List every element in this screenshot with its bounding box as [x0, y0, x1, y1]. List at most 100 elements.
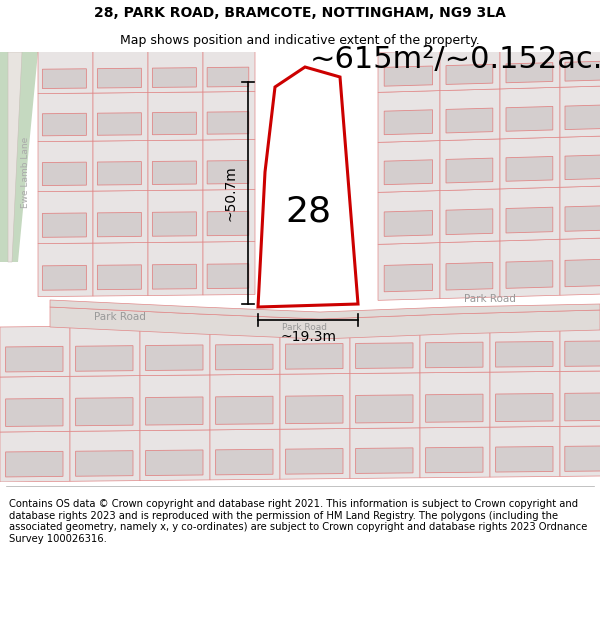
Polygon shape — [560, 238, 600, 295]
Text: Contains OS data © Crown copyright and database right 2021. This information is : Contains OS data © Crown copyright and d… — [9, 499, 587, 544]
Polygon shape — [207, 67, 249, 87]
Polygon shape — [350, 372, 420, 429]
Polygon shape — [440, 139, 500, 191]
Polygon shape — [280, 324, 350, 374]
Polygon shape — [152, 161, 196, 184]
Polygon shape — [350, 322, 420, 374]
Polygon shape — [38, 93, 93, 142]
Polygon shape — [146, 345, 203, 371]
Polygon shape — [70, 326, 140, 376]
Polygon shape — [378, 242, 440, 301]
Polygon shape — [500, 239, 560, 297]
Polygon shape — [565, 446, 600, 471]
Polygon shape — [70, 376, 140, 431]
Polygon shape — [43, 266, 86, 290]
Polygon shape — [203, 139, 255, 190]
Polygon shape — [384, 211, 433, 236]
Polygon shape — [560, 371, 600, 426]
Polygon shape — [146, 397, 203, 425]
Polygon shape — [420, 372, 490, 428]
Polygon shape — [565, 61, 600, 81]
Polygon shape — [446, 64, 493, 84]
Polygon shape — [50, 307, 600, 339]
Polygon shape — [207, 112, 249, 134]
Polygon shape — [258, 67, 358, 307]
Polygon shape — [506, 106, 553, 131]
Text: Map shows position and indicative extent of the property.: Map shows position and indicative extent… — [120, 34, 480, 47]
Polygon shape — [356, 343, 413, 369]
Polygon shape — [93, 141, 148, 191]
Polygon shape — [210, 374, 280, 430]
Polygon shape — [152, 112, 196, 135]
Polygon shape — [440, 89, 500, 141]
Polygon shape — [356, 395, 413, 423]
Polygon shape — [420, 322, 490, 372]
Polygon shape — [97, 162, 142, 185]
Polygon shape — [446, 262, 493, 290]
Polygon shape — [560, 136, 600, 188]
Polygon shape — [560, 321, 600, 371]
Polygon shape — [50, 300, 600, 319]
Polygon shape — [210, 324, 280, 375]
Polygon shape — [420, 427, 490, 478]
Polygon shape — [38, 191, 93, 244]
Polygon shape — [280, 374, 350, 429]
Polygon shape — [0, 52, 38, 262]
Polygon shape — [148, 242, 203, 296]
Polygon shape — [500, 88, 560, 139]
Polygon shape — [565, 341, 600, 366]
Polygon shape — [8, 52, 22, 262]
Polygon shape — [384, 264, 433, 292]
Polygon shape — [38, 141, 93, 192]
Text: ~19.3m: ~19.3m — [280, 330, 336, 344]
Polygon shape — [565, 259, 600, 287]
Polygon shape — [43, 213, 86, 238]
Polygon shape — [0, 431, 70, 482]
Polygon shape — [38, 51, 93, 94]
Polygon shape — [5, 346, 63, 372]
Text: Ewe Lamb Lane: Ewe Lamb Lane — [20, 136, 29, 208]
Polygon shape — [38, 243, 93, 297]
Polygon shape — [203, 189, 255, 242]
Polygon shape — [286, 449, 343, 474]
Polygon shape — [203, 49, 255, 92]
Polygon shape — [97, 112, 142, 135]
Text: Park Road: Park Road — [283, 322, 328, 331]
Polygon shape — [440, 189, 500, 242]
Polygon shape — [496, 341, 553, 367]
Polygon shape — [378, 91, 440, 142]
Polygon shape — [490, 371, 560, 427]
Polygon shape — [97, 265, 142, 289]
Polygon shape — [560, 46, 600, 88]
Polygon shape — [152, 212, 196, 236]
Polygon shape — [93, 191, 148, 243]
Polygon shape — [97, 213, 142, 237]
Polygon shape — [500, 48, 560, 89]
Polygon shape — [384, 110, 433, 134]
Polygon shape — [425, 342, 483, 367]
Text: Park Road: Park Road — [464, 294, 516, 304]
Text: ~615m²/~0.152ac.: ~615m²/~0.152ac. — [310, 45, 600, 74]
Polygon shape — [506, 208, 553, 233]
Polygon shape — [565, 155, 600, 179]
Polygon shape — [440, 241, 500, 299]
Polygon shape — [446, 108, 493, 133]
Polygon shape — [560, 426, 600, 476]
Text: Park Road: Park Road — [94, 312, 146, 322]
Polygon shape — [140, 430, 210, 481]
Polygon shape — [425, 447, 483, 472]
Polygon shape — [496, 446, 553, 472]
Text: 28: 28 — [285, 195, 331, 229]
Polygon shape — [152, 68, 196, 88]
Polygon shape — [446, 209, 493, 234]
Polygon shape — [76, 346, 133, 371]
Polygon shape — [506, 156, 553, 181]
Polygon shape — [152, 264, 196, 289]
Polygon shape — [350, 428, 420, 479]
Polygon shape — [5, 398, 63, 426]
Polygon shape — [148, 50, 203, 92]
Polygon shape — [565, 105, 600, 129]
Polygon shape — [356, 448, 413, 474]
Polygon shape — [560, 86, 600, 138]
Polygon shape — [286, 344, 343, 369]
